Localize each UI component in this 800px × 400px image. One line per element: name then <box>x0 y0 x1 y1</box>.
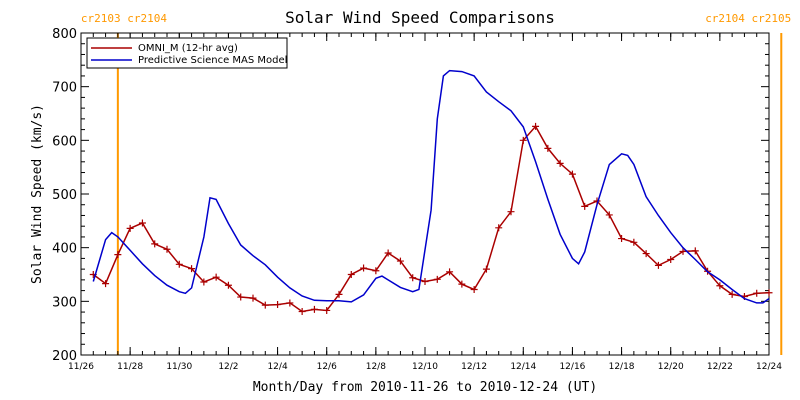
series-omni <box>89 122 773 316</box>
data-point <box>421 277 429 285</box>
y-tick-label: 700 <box>52 81 77 96</box>
chart-title: Solar Wind Speed Comparisons <box>285 8 555 27</box>
data-point <box>470 286 478 294</box>
data-point <box>396 257 404 265</box>
data-point <box>605 211 613 219</box>
data-point <box>126 224 134 232</box>
data-point <box>618 235 626 243</box>
plot-frame <box>80 32 770 356</box>
series-line <box>92 125 770 313</box>
data-point <box>200 278 208 286</box>
x-axis: 11/26 11/28 11/30 12/2 12/4 12/6 12/8 12/10 12/1… <box>68 33 782 372</box>
data-point <box>175 260 183 268</box>
x-tick-label: 11/28 <box>117 362 143 372</box>
x-tick-label: 12/4 <box>267 362 287 372</box>
x-tick-label: 12/20 <box>658 362 684 372</box>
data-point <box>409 274 417 282</box>
data-point <box>347 271 355 278</box>
data-point <box>568 170 576 178</box>
data-point <box>102 280 110 288</box>
x-tick-label: 12/10 <box>412 362 438 372</box>
data-point <box>458 280 466 288</box>
data-point <box>581 202 589 210</box>
y-tick-label: 600 <box>52 134 77 149</box>
data-point <box>654 261 662 269</box>
data-point <box>335 290 343 298</box>
data-point <box>298 308 306 316</box>
data-point <box>519 136 527 144</box>
y-axis-label: Solar Wind Speed (km/s) <box>30 104 45 284</box>
data-point <box>360 264 368 272</box>
y-tick-label: 500 <box>52 188 77 203</box>
x-tick-label: 12/8 <box>366 362 386 372</box>
series-mas <box>92 69 770 304</box>
data-point <box>753 289 761 297</box>
data-point <box>495 224 503 232</box>
data-point <box>274 301 282 309</box>
data-point <box>151 240 159 248</box>
x-tick-label: 12/12 <box>461 362 487 372</box>
x-tick-label: 12/14 <box>510 362 536 372</box>
legend-label-omni: OMNI_M (12-hr avg) <box>138 43 238 54</box>
data-point <box>114 251 122 259</box>
y-tick-label: 300 <box>52 295 77 310</box>
data-point <box>310 305 318 313</box>
x-tick-label: 12/22 <box>707 362 733 372</box>
data-point <box>372 267 380 275</box>
x-tick-label: 11/26 <box>68 362 94 372</box>
data-point <box>728 290 736 298</box>
data-point <box>765 289 773 297</box>
x-tick-label: 12/24 <box>756 362 782 372</box>
y-tick-label: 400 <box>52 242 77 257</box>
data-point <box>188 265 196 273</box>
x-tick-label: 11/30 <box>166 362 192 372</box>
x-axis-label: Month/Day from 2010-11-26 to 2010-12-24 … <box>253 380 597 395</box>
data-point <box>679 247 687 255</box>
data-point <box>532 122 540 130</box>
data-point <box>642 250 650 258</box>
data-point <box>691 247 699 255</box>
data-point <box>212 273 220 281</box>
data-point <box>433 275 441 283</box>
data-point <box>286 299 294 307</box>
data-point <box>249 294 257 302</box>
data-point <box>544 144 552 152</box>
y-axis: 200 300 400 500 600 700 800 <box>52 27 769 364</box>
data-point <box>138 219 146 227</box>
data-point <box>630 238 638 246</box>
series-line <box>92 69 770 304</box>
data-point <box>237 293 245 301</box>
data-point <box>224 281 232 289</box>
legend-box <box>86 37 288 69</box>
carrington-marker-label: cr2104 cr2105 <box>705 12 791 25</box>
x-tick-label: 12/6 <box>317 362 337 372</box>
data-point <box>482 265 490 273</box>
data-point <box>716 282 724 290</box>
data-point <box>556 159 564 167</box>
x-tick-label: 12/16 <box>559 362 585 372</box>
data-point <box>384 249 392 257</box>
data-point <box>261 301 269 309</box>
y-tick-label: 800 <box>52 27 77 42</box>
data-point <box>323 306 331 314</box>
legend-label-mas: Predictive Science MAS Model <box>138 55 287 66</box>
y-tick-label: 200 <box>52 349 77 364</box>
data-point <box>163 245 171 253</box>
carrington-markers: cr2103 cr2104 cr2104 cr2105 <box>81 12 791 355</box>
legend: OMNI_M (12-hr avg) Predictive Science MA… <box>86 37 288 69</box>
data-point <box>507 208 515 216</box>
data-point <box>446 268 454 276</box>
series-layer <box>89 69 773 316</box>
data-point <box>667 255 675 263</box>
carrington-marker-label: cr2103 cr2104 <box>81 12 167 25</box>
x-tick-label: 12/2 <box>218 362 238 372</box>
x-tick-label: 12/18 <box>609 362 635 372</box>
